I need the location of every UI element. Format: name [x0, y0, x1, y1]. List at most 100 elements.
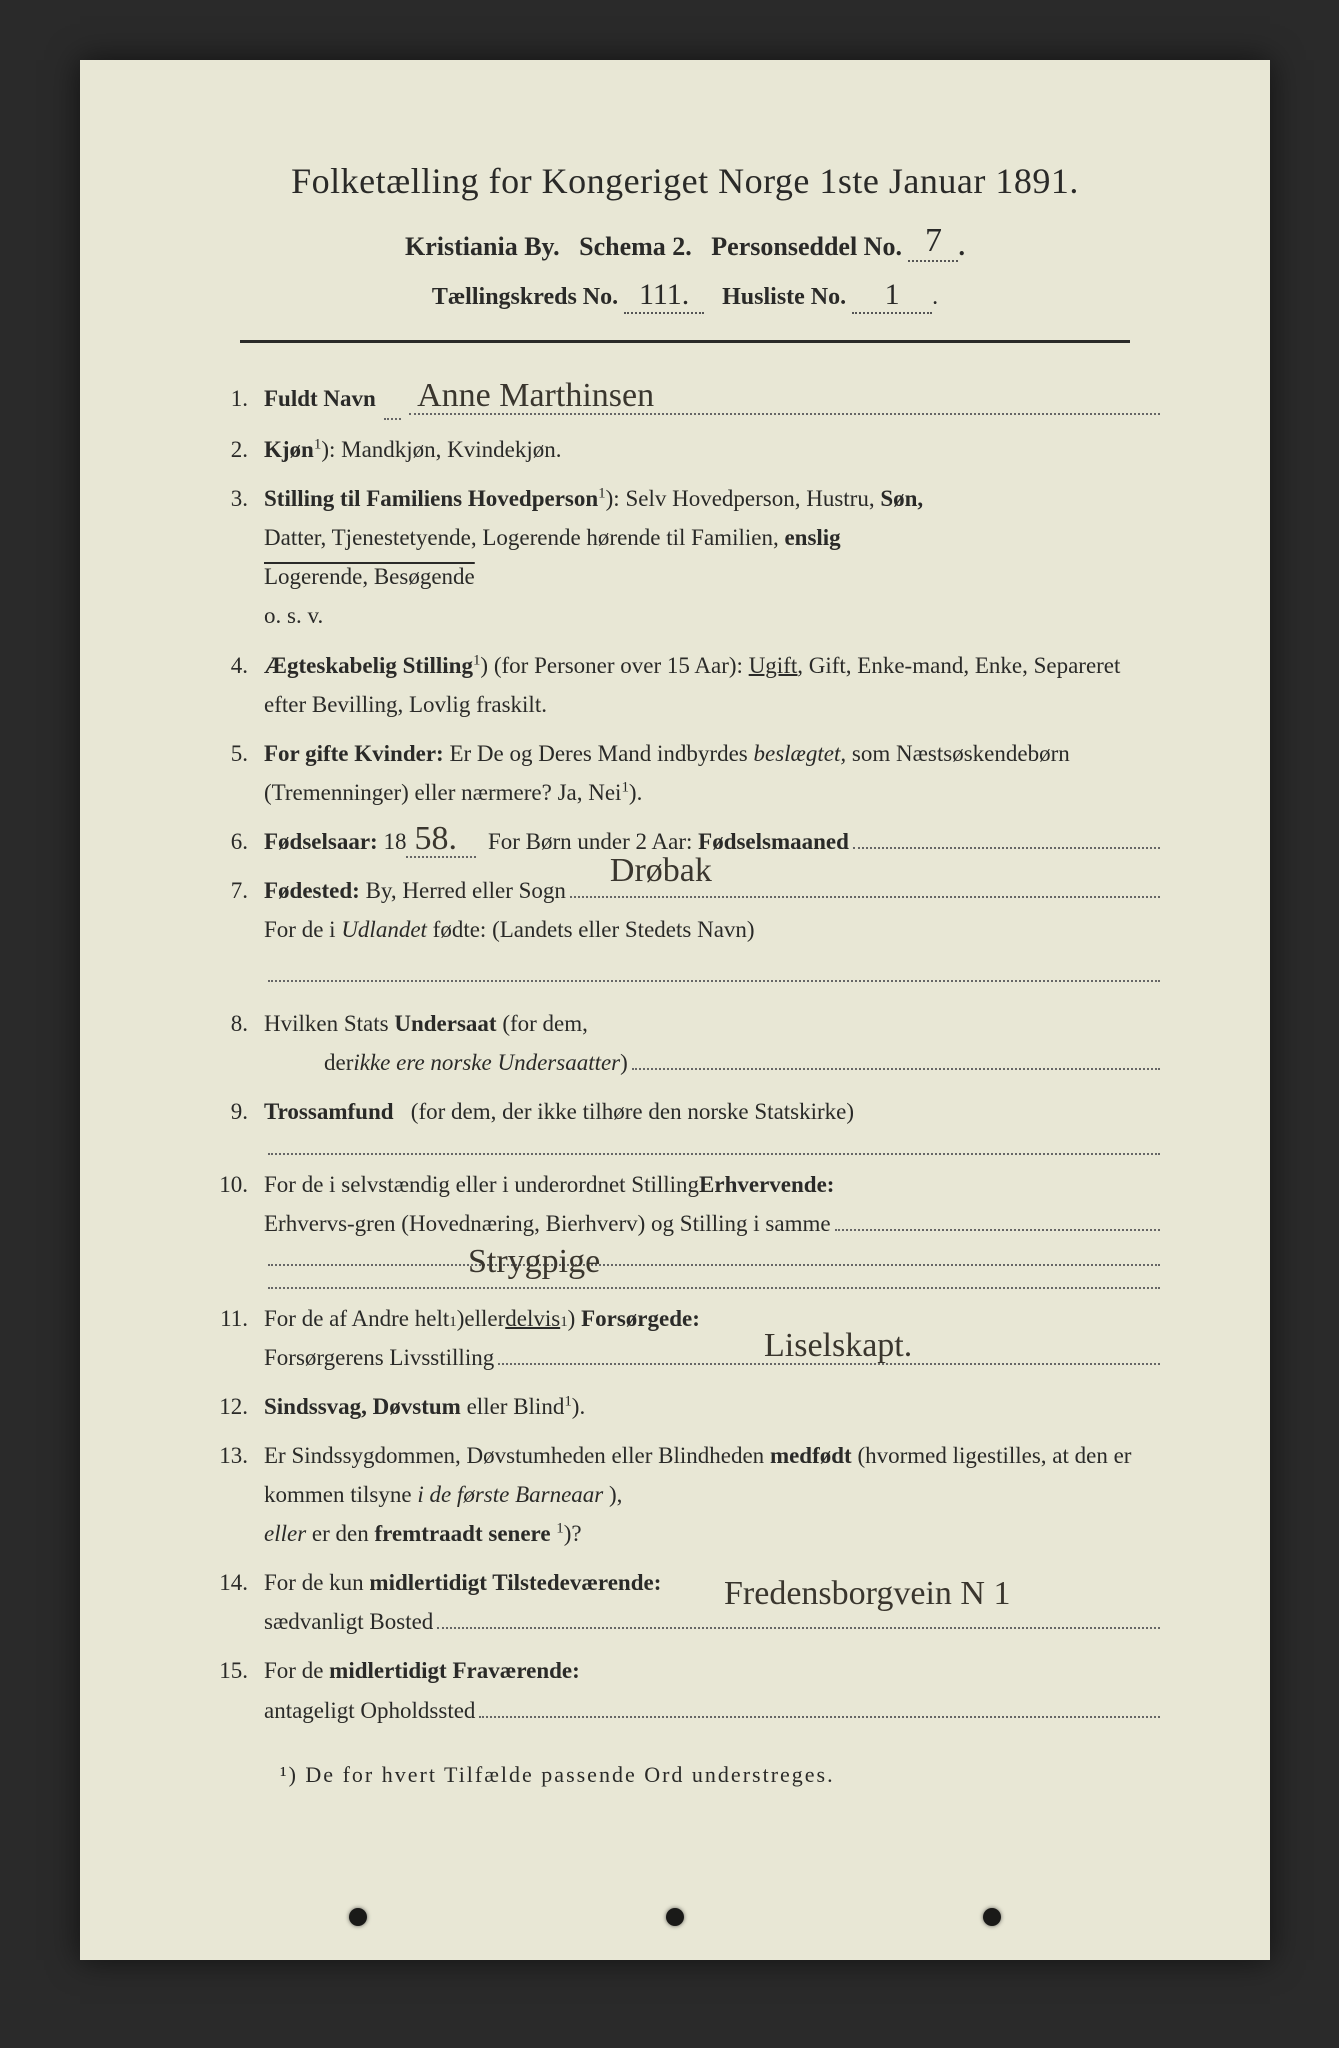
item-13: 13. Er Sindssygdommen, Døvstumheden elle… — [210, 1436, 1160, 1553]
item-8-text-d: ) — [620, 1043, 628, 1082]
item-7-text-b: For de i — [264, 917, 341, 942]
item-15-text-b: antageligt Opholdssted — [264, 1691, 475, 1730]
item-num: 14. — [210, 1563, 264, 1641]
item-11-delvis: delvis — [505, 1299, 560, 1338]
city-label: Kristiania By. — [405, 232, 560, 261]
husliste-label: Husliste No. — [722, 284, 846, 310]
item-2-label: Kjøn — [264, 437, 314, 462]
item-num: 9. — [210, 1092, 264, 1154]
item-3-label: Stilling til Familiens Hovedperson — [264, 486, 598, 511]
item-6-year: 58. — [406, 822, 476, 858]
item-6-prefix: 18 — [383, 822, 406, 861]
item-7: 7. Fødested: By, Herred eller Sogn Drøba… — [210, 871, 1160, 949]
item-4: 4. Ægteskabelig Stilling1) (for Personer… — [210, 646, 1160, 724]
item-13-text-d: er den — [312, 1521, 375, 1546]
item-8-undersaat: Undersaat — [394, 1011, 496, 1036]
hole-icon — [666, 1908, 684, 1926]
item-9: 9. Trossamfund (for dem, der ikke tilhør… — [210, 1092, 1160, 1154]
item-8-text-b: (for dem, — [502, 1011, 588, 1036]
item-num: 1. — [210, 379, 264, 420]
item-9-label: Trossamfund — [264, 1099, 394, 1124]
item-1-value: Anne Marthinsen — [409, 379, 1160, 415]
item-8-text-c: der — [324, 1043, 353, 1082]
item-14-text-b: sædvanligt Bosted — [264, 1602, 433, 1641]
item-7-value: Drøbak — [610, 842, 712, 900]
item-num: 8. — [210, 1004, 264, 1082]
item-num: 12. — [210, 1387, 264, 1426]
item-num: 7. — [210, 871, 264, 949]
hole-icon — [349, 1908, 367, 1926]
item-10-erhv: Erhvervende: — [699, 1165, 834, 1204]
item-12-label: Sindssvag, Døvstum — [264, 1394, 461, 1419]
item-5-label: For gifte Kvinder: — [264, 741, 444, 766]
item-num: 2. — [210, 430, 264, 469]
form-subtitle: Kristiania By. Schema 2. Personseddel No… — [210, 222, 1160, 262]
item-13-fremtraadt: fremtraadt senere — [374, 1521, 550, 1546]
item-num: 3. — [210, 479, 264, 635]
item-7-label: Fødested: — [264, 871, 360, 910]
item-13-text-a: Er Sindssygdommen, Døvstumheden eller Bl… — [264, 1443, 770, 1468]
item-11-text-c: Forsørgede: — [581, 1299, 700, 1338]
taellingskreds-no: 111. — [624, 278, 704, 314]
item-12-text: eller Blind — [467, 1394, 565, 1419]
taellingskreds-label: Tællingskreds No. — [432, 284, 618, 310]
item-8-ikke: ikke ere norske Undersaatter — [353, 1043, 620, 1082]
item-2: 2. Kjøn1): Mandkjøn, Kvindekjøn. — [210, 430, 1160, 469]
item-6-maaned: Fødselsmaaned — [698, 822, 849, 861]
item-3-text-a: Selv Hovedperson, Hustru, — [625, 486, 880, 511]
personseddel-no: 7 — [908, 222, 958, 262]
husliste-no: 1 — [852, 278, 932, 314]
footnote: ¹) De for hvert Tilfælde passende Ord un… — [210, 1762, 1160, 1788]
item-11-text-d: Forsørgerens Livsstilling — [264, 1338, 494, 1377]
item-15-midl: midlertidigt Fraværende: — [329, 1658, 580, 1683]
item-1-label: Fuldt Navn — [264, 379, 376, 418]
item-11: 11. For de af Andre helt1) eller delvis1… — [210, 1299, 1160, 1377]
item-4-ugift: Ugift, — [749, 653, 803, 678]
item-13-text-c: ), — [609, 1482, 622, 1507]
item-1: 1. Fuldt Navn Anne Marthinsen — [210, 379, 1160, 420]
item-num: 11. — [210, 1299, 264, 1377]
item-7-dotline — [264, 959, 1160, 982]
item-11-value: Liselskapt. — [764, 1317, 912, 1375]
item-3-text-b: Datter, Tjenestetyende, Logerende hørend… — [264, 525, 784, 550]
binding-holes — [80, 1908, 1270, 1926]
item-num: 10. — [210, 1165, 264, 1289]
item-11-text-a: For de af Andre helt — [264, 1299, 449, 1338]
item-7-udlandet: Udlandet — [341, 917, 427, 942]
hole-icon — [983, 1908, 1001, 1926]
item-8-text-a: Hvilken Stats — [264, 1011, 394, 1036]
schema-label: Schema 2. — [579, 232, 692, 261]
item-5-beslagtet: beslægtet, — [753, 741, 846, 766]
item-5-text-a: Er De og Deres Mand indbyrdes — [449, 741, 753, 766]
item-7-text-a: By, Herred eller Sogn — [366, 871, 566, 910]
item-10-value: Strygpige — [468, 1233, 600, 1291]
item-13-forste: i de første Barneaar — [417, 1482, 603, 1507]
item-3-text-c: Logerende, Besøgende — [264, 564, 475, 589]
item-7-text-c: fødte: (Landets eller Stedets Navn) — [433, 917, 755, 942]
item-13-eller: eller — [264, 1521, 306, 1546]
item-10: 10. For de i selvstændig eller i underor… — [210, 1165, 1160, 1289]
form-title: Folketælling for Kongeriget Norge 1ste J… — [210, 160, 1160, 202]
form-subline: Tællingskreds No. 111. Husliste No. 1. — [210, 278, 1160, 314]
item-num: 15. — [210, 1651, 264, 1729]
item-num: 5. — [210, 734, 264, 812]
item-5: 5. For gifte Kvinder: Er De og Deres Man… — [210, 734, 1160, 812]
item-14: 14. For de kun midlertidigt Tilstedevære… — [210, 1563, 1160, 1641]
item-15: 15. For de midlertidigt Fraværende: anta… — [210, 1651, 1160, 1729]
item-15-text-a: For de — [264, 1658, 329, 1683]
item-10-text-a: For de i selvstændig eller i underordnet… — [264, 1165, 699, 1204]
item-14-midl: midlertidigt Tilstedeværende: — [369, 1570, 661, 1595]
item-11-text-b: eller — [464, 1299, 505, 1338]
item-8: 8. Hvilken Stats Undersaat (for dem, der… — [210, 1004, 1160, 1082]
item-4-label: Ægteskabelig Stilling — [264, 653, 473, 678]
item-14-text-a: For de kun — [264, 1570, 369, 1595]
item-num: 13. — [210, 1436, 264, 1553]
item-4-paren: (for Personer over 15 Aar): — [494, 653, 743, 678]
item-2-text: Mandkjøn, Kvindekjøn. — [341, 437, 561, 462]
item-3-son: Søn, — [880, 486, 923, 511]
item-13-medfodt: medfødt — [770, 1443, 852, 1468]
item-3-text-d: o. s. v. — [264, 603, 323, 628]
item-6-label: Fødselsaar: — [264, 822, 378, 861]
item-12: 12. Sindssvag, Døvstum eller Blind1). — [210, 1387, 1160, 1426]
item-3: 3. Stilling til Familiens Hovedperson1):… — [210, 479, 1160, 635]
